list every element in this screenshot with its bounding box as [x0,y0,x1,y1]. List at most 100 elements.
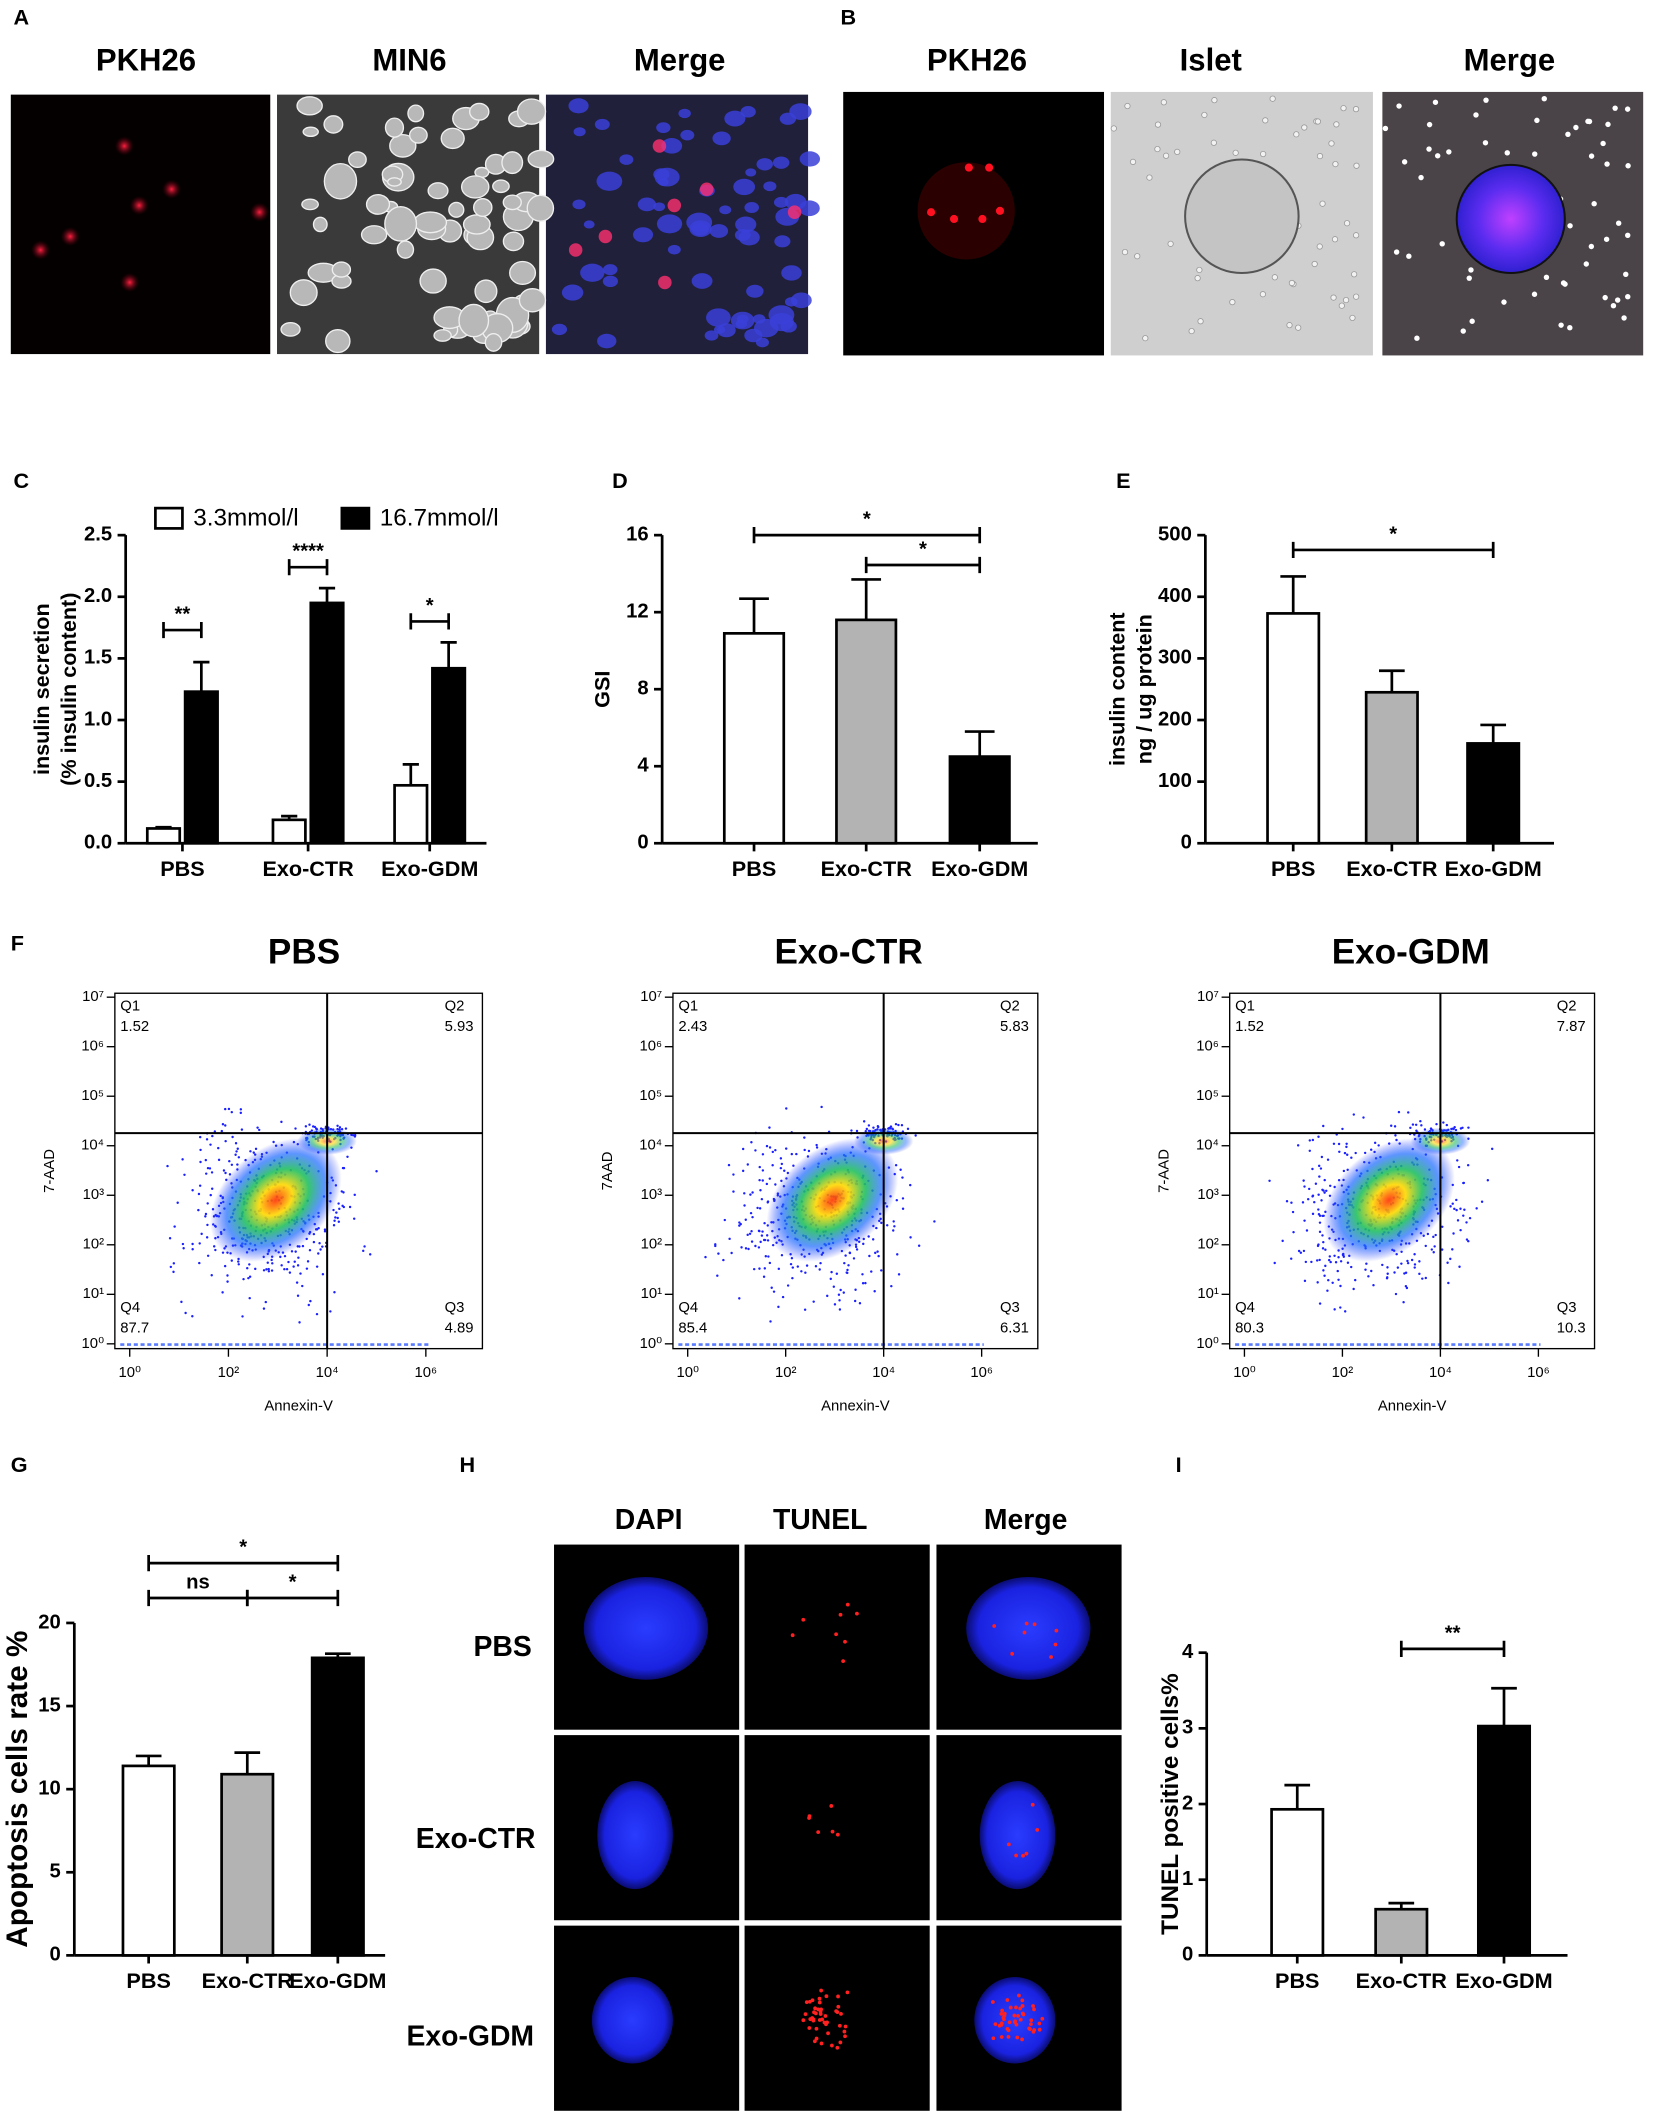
significance-bracket [409,613,450,630]
event-dot [790,1152,794,1156]
event-dot [1337,1256,1340,1259]
event-dot [833,1303,837,1306]
event-dot [191,1242,194,1246]
debris [1426,121,1433,128]
debris [1229,299,1236,306]
event-dot [301,1244,305,1248]
significance-label: ** [175,604,191,626]
x-tick-label: Exo-GDM [289,1968,386,1993]
debris [1352,106,1360,113]
event-dot [899,1168,902,1171]
event-dot [901,1207,905,1210]
islet [1184,158,1300,275]
debris [1612,105,1618,111]
event-dot [1449,1257,1452,1261]
tunel-spot [836,1994,840,1999]
event-dot [313,1125,317,1129]
event-dot [363,1245,366,1248]
cell-cluster [469,102,490,121]
debris [1466,275,1472,281]
event-dot [1463,1208,1466,1211]
event-dot [746,1163,750,1166]
event-dot [1304,1260,1308,1264]
event-dot [296,1264,300,1267]
significance-label: * [919,538,927,560]
event-dot [1446,1261,1449,1264]
cell-cluster [408,126,428,144]
event-dot [1413,1266,1416,1269]
event-dot [760,1234,764,1237]
bar [310,1656,365,1957]
nucleus [712,131,731,146]
event-dot [815,1146,819,1149]
event-dot [1268,1179,1271,1183]
event-dot [1317,1208,1320,1211]
event-dot [1343,1151,1347,1155]
event-dot [1320,1155,1324,1159]
quadrant-value: 80.3 [1235,1320,1264,1336]
debris [1396,103,1402,109]
event-dot [743,1204,746,1207]
event-dot [763,1238,767,1242]
quadrant-name: Q1 [120,999,140,1015]
event-dot [204,1215,207,1218]
debris [1483,97,1489,103]
event-dot [1334,1261,1338,1264]
x-tick-label: Exo-GDM [381,856,478,881]
debris [1332,160,1339,168]
event-dot [1311,1195,1314,1198]
event-dot [750,1230,753,1233]
debris [1468,267,1474,273]
event-dot [1303,1279,1307,1283]
quadrant-name: Q3 [1557,1300,1577,1316]
event-dot [1337,1278,1340,1282]
tunel-spot [1021,2012,1026,2017]
error-bar [234,1751,261,1775]
nucleus [597,333,617,349]
event-dot [1467,1126,1470,1129]
event-dot [870,1270,873,1273]
debris [1349,314,1356,322]
debris [1110,125,1117,132]
event-dot [205,1236,209,1239]
y-tick-label: 10⁶ [81,1039,104,1055]
event-dot [743,1192,746,1195]
event-dot [319,1248,322,1251]
event-dot [867,1124,871,1127]
event-dot [758,1207,762,1210]
significance-label: ** [1445,1622,1461,1644]
x-tick-label: PBS [732,856,776,881]
event-dot [758,1165,761,1169]
event-dot [221,1291,224,1294]
debris [1382,125,1389,132]
tunel-spot [1001,2015,1006,2020]
y-tick-label: 10⁷ [82,989,104,1005]
y-tick-label: 4 [637,755,649,777]
tunel-spot [845,1990,850,1995]
event-dot [191,1248,194,1251]
event-dot [738,1221,741,1224]
tunel-spot [801,2018,806,2023]
nucleus [709,224,729,238]
tunel-spot [992,1624,997,1628]
row-title: Exo-CTR [416,1823,536,1855]
event-dot [1386,1272,1389,1275]
quadrant-name: Q4 [120,1300,140,1316]
nucleus [686,212,713,233]
event-dot [200,1232,203,1236]
nucleus [704,330,719,341]
debris [1482,140,1489,146]
event-dot [769,1320,772,1323]
event-dot [1468,1216,1472,1220]
red-spot [120,272,140,292]
tunel-spot [1049,1655,1053,1659]
event-dot [771,1164,774,1167]
nucleus [706,308,731,327]
event-dot [309,1299,312,1303]
event-dot [791,1276,794,1280]
event-dot [247,1276,250,1280]
cell-cluster [427,182,449,200]
event-dot [301,1284,304,1288]
event-dot [732,1190,735,1193]
event-dot [1301,1201,1305,1204]
